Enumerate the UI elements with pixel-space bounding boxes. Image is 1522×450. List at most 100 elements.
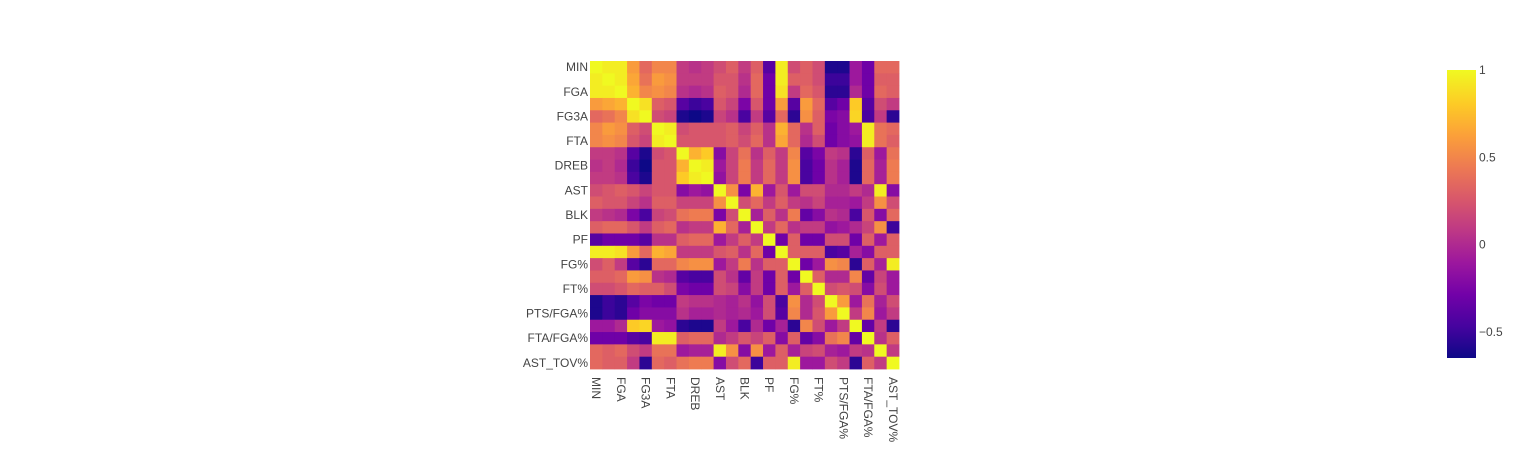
heatmap-cell (688, 356, 702, 370)
x-tick-label: FG3A (639, 377, 653, 408)
heatmap-cell (725, 208, 739, 222)
heatmap-cell (664, 282, 677, 296)
heatmap-cell (849, 159, 863, 173)
heatmap-cell (602, 344, 616, 358)
heatmap-cell (725, 332, 739, 345)
heatmap-cell (812, 307, 826, 321)
heatmap-cell (651, 245, 665, 259)
heatmap-cell (676, 295, 690, 308)
heatmap-cell (639, 171, 653, 185)
heatmap-cell (738, 233, 752, 247)
heatmap-cell (713, 159, 727, 173)
heatmap-cell (664, 245, 677, 259)
heatmap-cell (775, 356, 789, 370)
heatmap-cell (812, 208, 826, 222)
heatmap-cell (602, 134, 616, 148)
heatmap-cell (874, 344, 888, 358)
heatmap-cell (800, 73, 813, 87)
heatmap-cell (750, 245, 764, 259)
heatmap-cell (639, 110, 653, 123)
heatmap-cell (837, 208, 850, 222)
heatmap-cell (750, 282, 764, 296)
heatmap-cell (849, 295, 863, 308)
heatmap-cell (886, 270, 900, 284)
heatmap-cell (725, 307, 739, 321)
heatmap-cell (701, 356, 714, 370)
heatmap-cell (664, 61, 677, 74)
heatmap-cell (775, 171, 789, 185)
heatmap-cell (725, 233, 739, 247)
heatmap-cell (763, 159, 776, 173)
heatmap-cell (738, 245, 752, 259)
heatmap-cell (787, 61, 801, 74)
heatmap-cell (775, 159, 789, 173)
heatmap-cell (664, 147, 677, 160)
heatmap-cell (800, 97, 813, 111)
heatmap-cell (713, 307, 727, 321)
heatmap-cell (614, 61, 628, 74)
heatmap-cell (874, 171, 888, 185)
heatmap-cell (602, 282, 616, 296)
colorbar-tick-label: −0.5 (1479, 325, 1503, 339)
heatmap-cell (639, 270, 653, 284)
heatmap-cell (750, 97, 764, 111)
x-tick-label: PTS/FGA% (836, 377, 850, 439)
heatmap-cell (713, 270, 727, 284)
heatmap-cell (639, 147, 653, 160)
heatmap-cell (787, 196, 801, 210)
heatmap-cell (627, 147, 640, 160)
heatmap-cell (787, 344, 801, 358)
heatmap-cell (763, 221, 776, 234)
heatmap-cell (837, 332, 850, 345)
heatmap-cell (676, 85, 690, 99)
heatmap-cell (664, 134, 677, 148)
heatmap-cell (676, 270, 690, 284)
heatmap-cell (874, 73, 888, 87)
heatmap-cell (886, 295, 900, 308)
heatmap-cell (763, 332, 776, 345)
heatmap-cell (738, 344, 752, 358)
heatmap-cell (713, 319, 727, 333)
heatmap-cell (874, 233, 888, 247)
heatmap-cell (627, 245, 640, 259)
heatmap-cell (614, 196, 628, 210)
heatmap-cell (874, 196, 888, 210)
heatmap-cell (763, 196, 776, 210)
heatmap-cell (651, 295, 665, 308)
y-tick-label: MIN (566, 60, 588, 74)
heatmap-cell (651, 356, 665, 370)
heatmap-cell (750, 319, 764, 333)
heatmap-cell (849, 110, 863, 123)
heatmap-cell (688, 147, 702, 160)
heatmap-cell (688, 196, 702, 210)
heatmap-cell (787, 233, 801, 247)
heatmap-cell (800, 245, 813, 259)
heatmap-cell (627, 196, 640, 210)
heatmap-cell (874, 319, 888, 333)
y-tick-label: FG3A (557, 109, 588, 123)
heatmap-cell (787, 73, 801, 87)
heatmap-cell (763, 110, 776, 123)
heatmap-cell (812, 221, 826, 234)
heatmap-cell (824, 270, 838, 284)
heatmap-cell (886, 171, 900, 185)
x-tick-label: DREB (688, 377, 702, 410)
heatmap-cell (725, 221, 739, 234)
heatmap-cell (775, 184, 789, 197)
heatmap-cell (688, 122, 702, 136)
heatmap-cell (750, 184, 764, 197)
heatmap-cell (590, 295, 603, 308)
heatmap-cell (849, 171, 863, 185)
heatmap-cell (590, 97, 603, 111)
heatmap-cell (787, 184, 801, 197)
heatmap-cell (874, 295, 888, 308)
heatmap-cell (750, 307, 764, 321)
heatmap-cell (725, 184, 739, 197)
heatmap-cell (725, 282, 739, 296)
heatmap-cell (837, 295, 850, 308)
heatmap-cell (676, 159, 690, 173)
heatmap-cell (787, 295, 801, 308)
heatmap-cell (701, 196, 714, 210)
heatmap-cell (725, 134, 739, 148)
heatmap-cell (837, 184, 850, 197)
